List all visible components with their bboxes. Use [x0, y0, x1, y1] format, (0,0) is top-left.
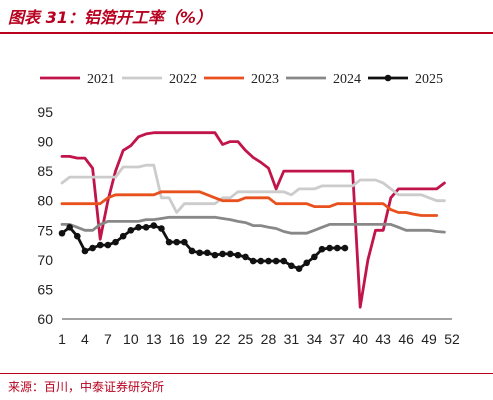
- data-point-2025: [341, 244, 349, 252]
- legend-label-2021: 2021: [87, 72, 115, 87]
- x-tick-label: 16: [169, 331, 185, 347]
- legend-label-2025: 2025: [415, 72, 443, 87]
- title-rule: [0, 32, 493, 34]
- data-point-2025: [226, 250, 234, 258]
- data-point-2025: [150, 222, 158, 229]
- data-point-2025: [326, 244, 333, 252]
- y-tick-label: 95: [37, 104, 53, 120]
- chart-title: 图表 31：铝箔开工率（%）: [8, 8, 212, 27]
- data-point-2025: [73, 232, 81, 240]
- y-tick-label: 85: [37, 163, 53, 179]
- x-tick-label: 7: [104, 331, 112, 347]
- data-point-2025: [333, 244, 341, 252]
- data-point-2025: [311, 253, 318, 261]
- data-point-2025: [280, 257, 288, 265]
- chart-axes: 60 65 70 75 80 85 90 95 1 4 7 10 13 16 19 22 25 28 31 34 37 4…: [37, 104, 460, 347]
- data-point-2025: [265, 257, 272, 265]
- data-point-2025: [272, 257, 280, 265]
- y-tick-label: 65: [37, 281, 53, 297]
- data-point-2025: [119, 232, 127, 240]
- data-point-2025: [158, 225, 165, 232]
- y-tick-label: 90: [37, 134, 53, 150]
- data-point-2025: [58, 229, 66, 237]
- chart-legend: 2021 2022 2023 2024 2025: [40, 72, 443, 87]
- data-point-2025: [142, 224, 150, 231]
- series-line-2023: [60, 190, 439, 217]
- data-point-2025: [89, 244, 96, 252]
- data-point-2025: [257, 257, 265, 265]
- line-chart: 2021 2022 2023 2024 2025 60 65 70 75 80 85 90 95 1 4 7…: [37, 72, 460, 347]
- data-point-2025: [188, 247, 196, 255]
- x-tick-label: 49: [421, 331, 437, 347]
- x-tick-label: 22: [215, 331, 231, 347]
- x-tick-label: 37: [330, 331, 346, 347]
- y-tick-label: 80: [37, 193, 53, 209]
- data-point-2025: [173, 238, 181, 246]
- chart-series: [58, 131, 446, 309]
- x-tick-label: 13: [146, 331, 162, 347]
- data-point-2025: [112, 238, 119, 246]
- data-point-2025: [318, 245, 326, 253]
- data-point-2025: [104, 241, 112, 249]
- data-point-2025: [127, 226, 135, 234]
- x-tick-label: 28: [261, 331, 277, 347]
- x-tick-label: 1: [58, 331, 66, 347]
- data-point-2025: [219, 250, 226, 258]
- data-point-2025: [288, 262, 295, 270]
- legend-label-2024: 2024: [333, 72, 361, 87]
- x-tick-label: 10: [123, 331, 139, 347]
- legend-marker-2025: [384, 74, 392, 82]
- data-point-2025: [295, 265, 303, 273]
- data-point-2025: [196, 249, 203, 257]
- data-point-2025: [242, 253, 249, 261]
- data-point-2025: [165, 238, 173, 246]
- legend-label-2023: 2023: [251, 72, 279, 87]
- x-tick-label: 25: [238, 331, 254, 347]
- x-tick-label: 46: [398, 331, 414, 347]
- data-point-2025: [249, 257, 257, 265]
- data-point-2025: [96, 241, 104, 249]
- x-tick-label: 19: [192, 331, 208, 347]
- data-point-2025: [211, 251, 219, 259]
- data-point-2025: [66, 224, 73, 231]
- y-tick-label: 75: [37, 222, 53, 238]
- data-point-2025: [181, 238, 188, 246]
- data-point-2025: [81, 247, 89, 255]
- x-tick-label: 43: [375, 331, 391, 347]
- source-note: 来源：百川，中泰证券研究所: [8, 380, 165, 394]
- data-point-2025: [203, 249, 211, 257]
- x-tick-label: 34: [307, 331, 323, 347]
- legend-label-2022: 2022: [169, 72, 197, 87]
- data-point-2025: [234, 251, 242, 259]
- x-tick-label: 40: [352, 331, 368, 347]
- data-point-2025: [303, 259, 311, 267]
- y-tick-label: 60: [37, 311, 53, 327]
- series-line-2022: [60, 163, 446, 214]
- data-point-2025: [135, 224, 142, 231]
- x-tick-label: 52: [444, 331, 460, 347]
- series-line-2021: [60, 131, 446, 309]
- x-tick-label: 4: [81, 331, 89, 347]
- series-line-2024: [60, 215, 446, 235]
- source-rule: [0, 373, 493, 374]
- x-tick-label: 31: [284, 331, 300, 347]
- y-tick-label: 70: [37, 252, 53, 268]
